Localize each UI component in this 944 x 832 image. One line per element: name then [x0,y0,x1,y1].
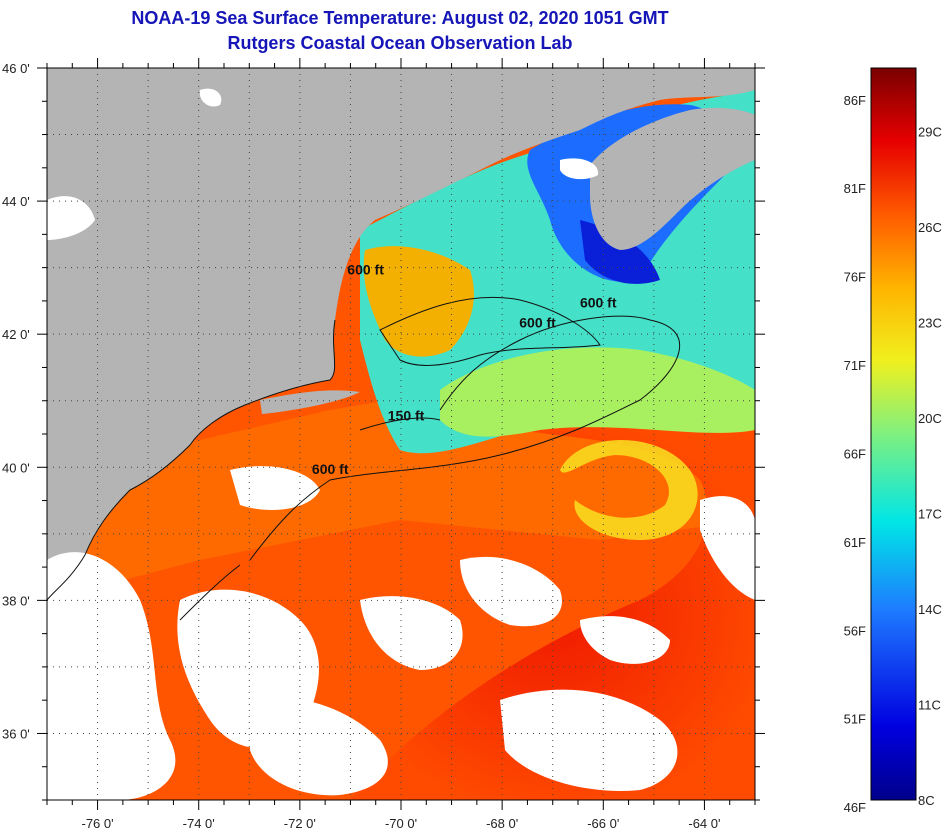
warm-core-eddy [560,440,698,540]
colorbar-c-label: 14C [918,602,942,617]
map-title: NOAA-19 Sea Surface Temperature: August … [131,8,669,28]
colorbar-c-label: 17C [918,507,942,522]
colorbar-f-label: 61F [844,535,866,550]
colorbar-c-label: 23C [918,316,942,331]
lat-tick-label: 44 0' [2,194,30,209]
lon-tick-label: -76 0' [82,816,114,831]
lat-tick-label: 46 0' [2,61,30,76]
lon-tick-label: -74 0' [183,816,215,831]
lat-tick-label: 40 0' [2,460,30,475]
lon-tick-label: -64 0' [688,816,720,831]
map-axes: -76 0' -74 0' -72 0' -70 0' -68 0' -66 0' -64 … [2,58,765,831]
colorbar-f-label: 86F [844,93,866,108]
map-area [47,68,755,800]
colorbar-c-label: 20C [918,411,942,426]
lat-lon-grid [47,68,755,800]
north-american-land [47,68,755,600]
contour-labels: 600 ft 600 ft 600 ft 150 ft 600 ft [312,261,617,477]
colorbar-c-label: 26C [918,220,942,235]
colorbar-c-label: 29C [918,125,942,140]
coastline [47,319,336,601]
lat-tick-label: 42 0' [2,327,30,342]
bathymetry-contours [179,296,680,621]
contour-label: 600 ft [580,295,617,311]
contour-label: 600 ft [519,315,556,331]
lon-tick-label: -66 0' [587,816,619,831]
contour-label: 600 ft [347,261,384,277]
colorbar-c-label: 11C [918,698,941,713]
colorbar-f-label: 66F [844,446,866,461]
mass-bay-water [363,246,474,357]
colorbar-c-label: 8C [918,793,935,808]
colorbar-f-label: 76F [844,270,866,285]
colorbar-f-label: 56F [844,623,866,638]
long-island [260,390,360,414]
colorbar-f-label: 71F [844,358,866,373]
colorbar-f-label: 46F [844,800,866,815]
map-subtitle: Rutgers Coastal Ocean Observation Lab [227,33,573,53]
nova-scotia [590,107,755,251]
contour-label: 150 ft [388,408,425,424]
colorbar-labels: 86F 81F 76F 71F 66F 61F 56F 51F 46F 29C 26C 23C 20C 1… [844,93,942,815]
lat-tick-label: 38 0' [2,593,30,608]
lon-tick-label: -72 0' [284,816,316,831]
lat-tick-label: 36 0' [2,726,30,741]
colorbar-f-label: 81F [844,181,866,196]
lon-tick-label: -70 0' [385,816,417,831]
lon-tick-label: -68 0' [486,816,518,831]
colorbar-f-label: 51F [844,712,866,727]
georges-bank-water [440,347,755,437]
colorbar [870,67,917,801]
cloud-cover [47,88,755,800]
contour-label: 600 ft [312,461,349,477]
gulf-stream [350,427,755,800]
